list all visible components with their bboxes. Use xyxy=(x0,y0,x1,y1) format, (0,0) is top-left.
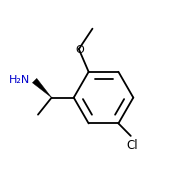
Text: O: O xyxy=(75,45,84,55)
Text: H₂N: H₂N xyxy=(9,75,30,85)
Text: Cl: Cl xyxy=(126,139,138,152)
Polygon shape xyxy=(32,78,52,98)
